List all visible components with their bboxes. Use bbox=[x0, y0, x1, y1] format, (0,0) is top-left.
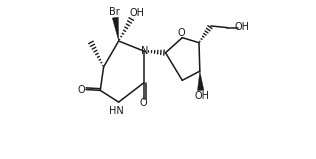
Text: Br: Br bbox=[109, 7, 120, 17]
Text: OH: OH bbox=[194, 91, 209, 101]
Text: OH: OH bbox=[234, 22, 249, 32]
Polygon shape bbox=[112, 17, 119, 41]
Text: N: N bbox=[141, 46, 148, 56]
Text: O: O bbox=[140, 98, 148, 108]
Text: O: O bbox=[178, 28, 185, 38]
Text: OH: OH bbox=[129, 8, 144, 18]
Polygon shape bbox=[198, 71, 204, 90]
Text: HN: HN bbox=[109, 106, 124, 116]
Text: O: O bbox=[77, 85, 85, 95]
